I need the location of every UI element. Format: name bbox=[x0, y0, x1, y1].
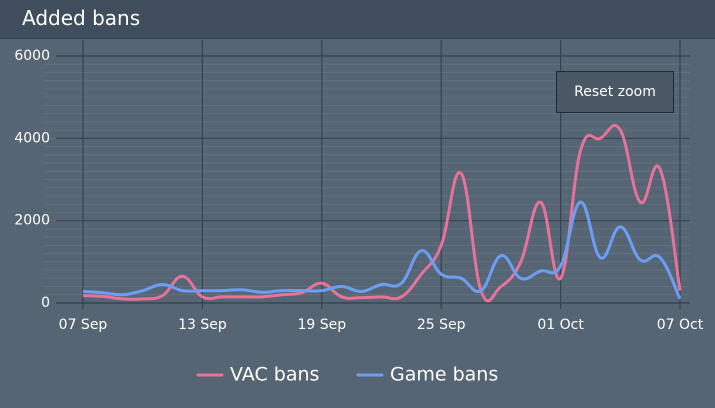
y-tick-label: 6000 bbox=[14, 48, 50, 64]
x-tick-label: 01 Oct bbox=[537, 317, 584, 333]
reset-zoom-button[interactable]: Reset zoom bbox=[556, 71, 674, 113]
y-tick-label: 0 bbox=[41, 295, 50, 311]
x-tick-label: 25 Sep bbox=[417, 317, 466, 333]
x-tick-label: 07 Sep bbox=[59, 317, 108, 333]
series-line bbox=[82, 200, 682, 300]
x-tick-label: 19 Sep bbox=[297, 317, 346, 333]
legend-label: VAC bans bbox=[230, 364, 319, 386]
legend-label: Game bans bbox=[390, 364, 498, 386]
x-tick-label: 07 Oct bbox=[657, 317, 704, 333]
series-line bbox=[82, 123, 682, 303]
title: Added bans bbox=[22, 6, 141, 30]
y-tick-label: 4000 bbox=[14, 130, 50, 146]
header: Added bans bbox=[0, 0, 715, 39]
x-tick-label: 13 Sep bbox=[178, 317, 227, 333]
y-tick-label: 2000 bbox=[14, 213, 50, 229]
